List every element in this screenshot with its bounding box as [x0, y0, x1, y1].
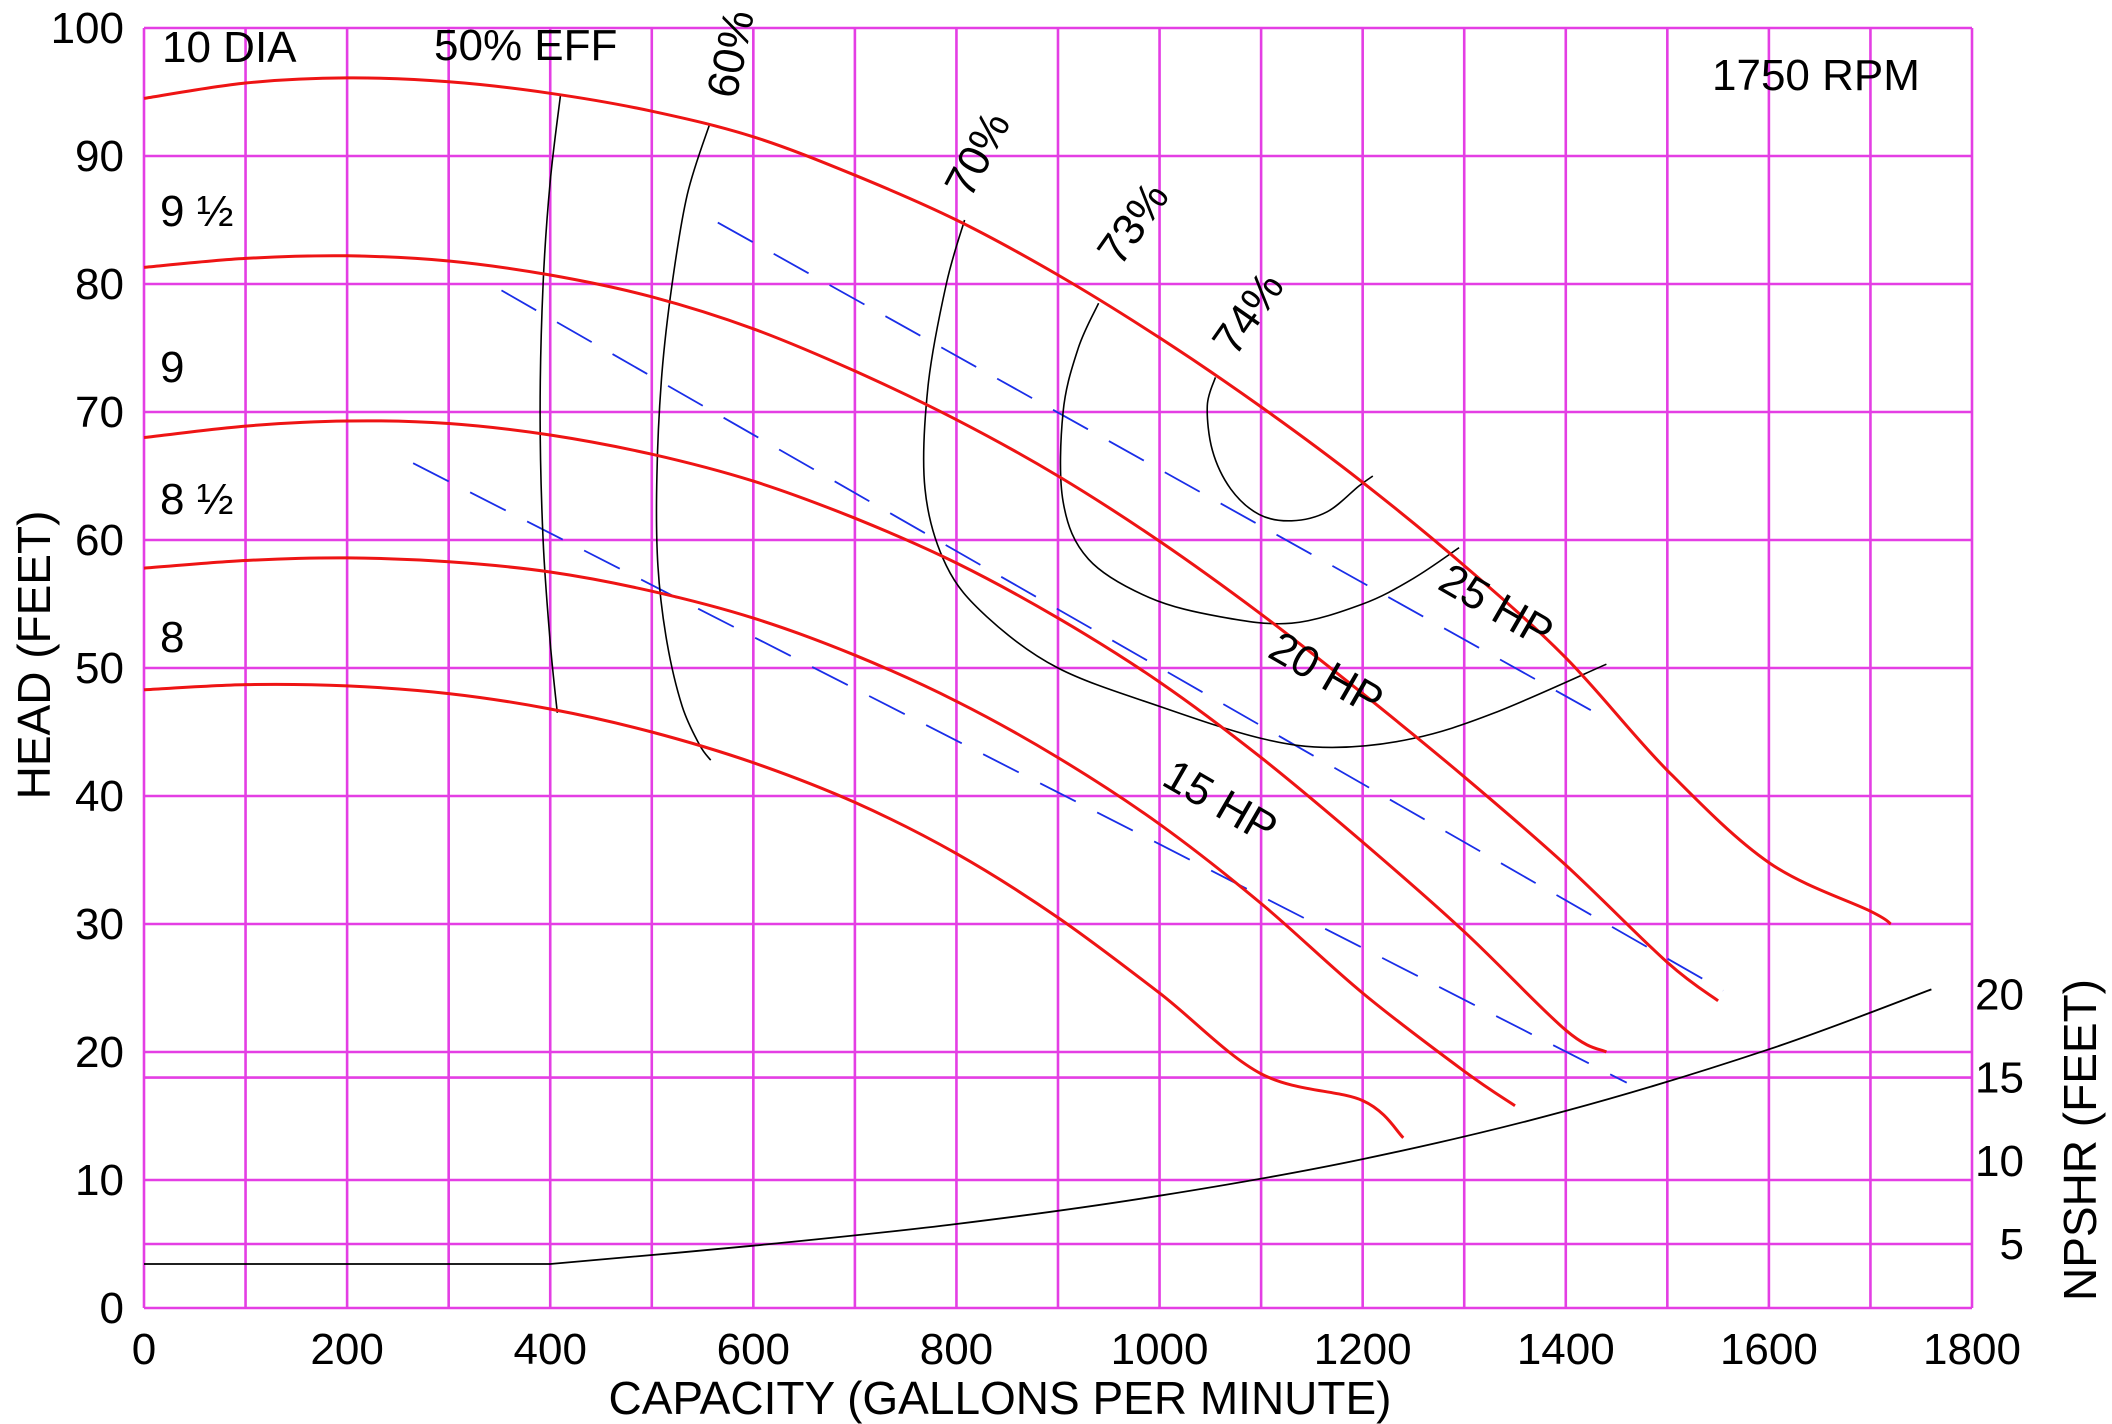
efficiency-curve — [539, 95, 562, 713]
y-tick-label: 80 — [75, 260, 124, 309]
y-tick-label: 70 — [75, 388, 124, 437]
y-tick-label: 90 — [75, 132, 124, 181]
npshr-tick-labels: 5 10 15 20 — [1975, 970, 2024, 1269]
x-tick-label: 600 — [717, 1325, 790, 1374]
diameter-label: 8 — [160, 613, 184, 662]
hp-line-20-hp — [501, 289, 1724, 992]
npshr-tick-label: 5 — [2000, 1220, 2024, 1269]
y-tick-label: 30 — [75, 900, 124, 949]
y-tick-label: 100 — [51, 4, 124, 53]
diameter-label: 9 ½ — [160, 187, 233, 236]
npshr-tick-label: 20 — [1975, 970, 2024, 1019]
x-tick-label: 1000 — [1111, 1325, 1209, 1374]
efficiency-curve — [1206, 377, 1374, 522]
y-tick-labels: 0 10 20 30 40 50 60 70 80 90 100 — [51, 4, 124, 1333]
diameter-curves-layer — [143, 76, 1892, 1139]
hp-line-15-hp — [412, 462, 1628, 1084]
x-tick-label: 1400 — [1517, 1325, 1615, 1374]
x-tick-label: 800 — [920, 1325, 993, 1374]
efficiency-label: 50% EFF — [434, 21, 617, 70]
x-axis-title: CAPACITY (GALLONS PER MINUTE) — [609, 1372, 1392, 1424]
diameter-label: 9 — [160, 343, 184, 392]
x-tick-labels: 0 200 400 600 800 1000 1200 1400 1600 1800 — [132, 1325, 2021, 1374]
npshr-tick-label: 15 — [1975, 1054, 2024, 1103]
efficiency-curve — [1059, 302, 1460, 625]
y-axis-title: HEAD (FEET) — [8, 511, 60, 800]
diameter-curve — [143, 682, 1405, 1139]
x-tick-label: 1800 — [1923, 1325, 2021, 1374]
x-tick-label: 1600 — [1720, 1325, 1818, 1374]
diameter-label: 8 ½ — [160, 475, 233, 524]
hp-line-25-hp — [717, 221, 1612, 723]
y-tick-label: 40 — [75, 772, 124, 821]
diameter-curve — [143, 76, 1892, 926]
x-tick-label: 400 — [514, 1325, 587, 1374]
x-tick-label: 0 — [132, 1325, 156, 1374]
y-tick-label: 10 — [75, 1156, 124, 1205]
npshr-curve-layer — [144, 988, 1932, 1265]
diameter-label: 10 DIA — [162, 23, 297, 72]
hp-lines-layer — [412, 221, 1724, 1084]
diameter-curve — [143, 419, 1608, 1054]
diameter-curve — [143, 556, 1516, 1108]
x-tick-label: 1200 — [1314, 1325, 1412, 1374]
y-tick-label: 0 — [100, 1284, 124, 1333]
y-tick-label: 20 — [75, 1028, 124, 1077]
x-tick-label: 200 — [310, 1325, 383, 1374]
y-tick-label: 50 — [75, 644, 124, 693]
y-tick-label: 60 — [75, 516, 124, 565]
efficiency-curve — [655, 123, 712, 761]
npshr-tick-label: 10 — [1975, 1137, 2024, 1186]
y2-axis-title: NPSHR (FEET) — [2054, 979, 2106, 1301]
diameter-curve — [143, 254, 1720, 1003]
rpm-label: 1750 RPM — [1712, 51, 1920, 100]
npshr-curve — [144, 988, 1932, 1265]
